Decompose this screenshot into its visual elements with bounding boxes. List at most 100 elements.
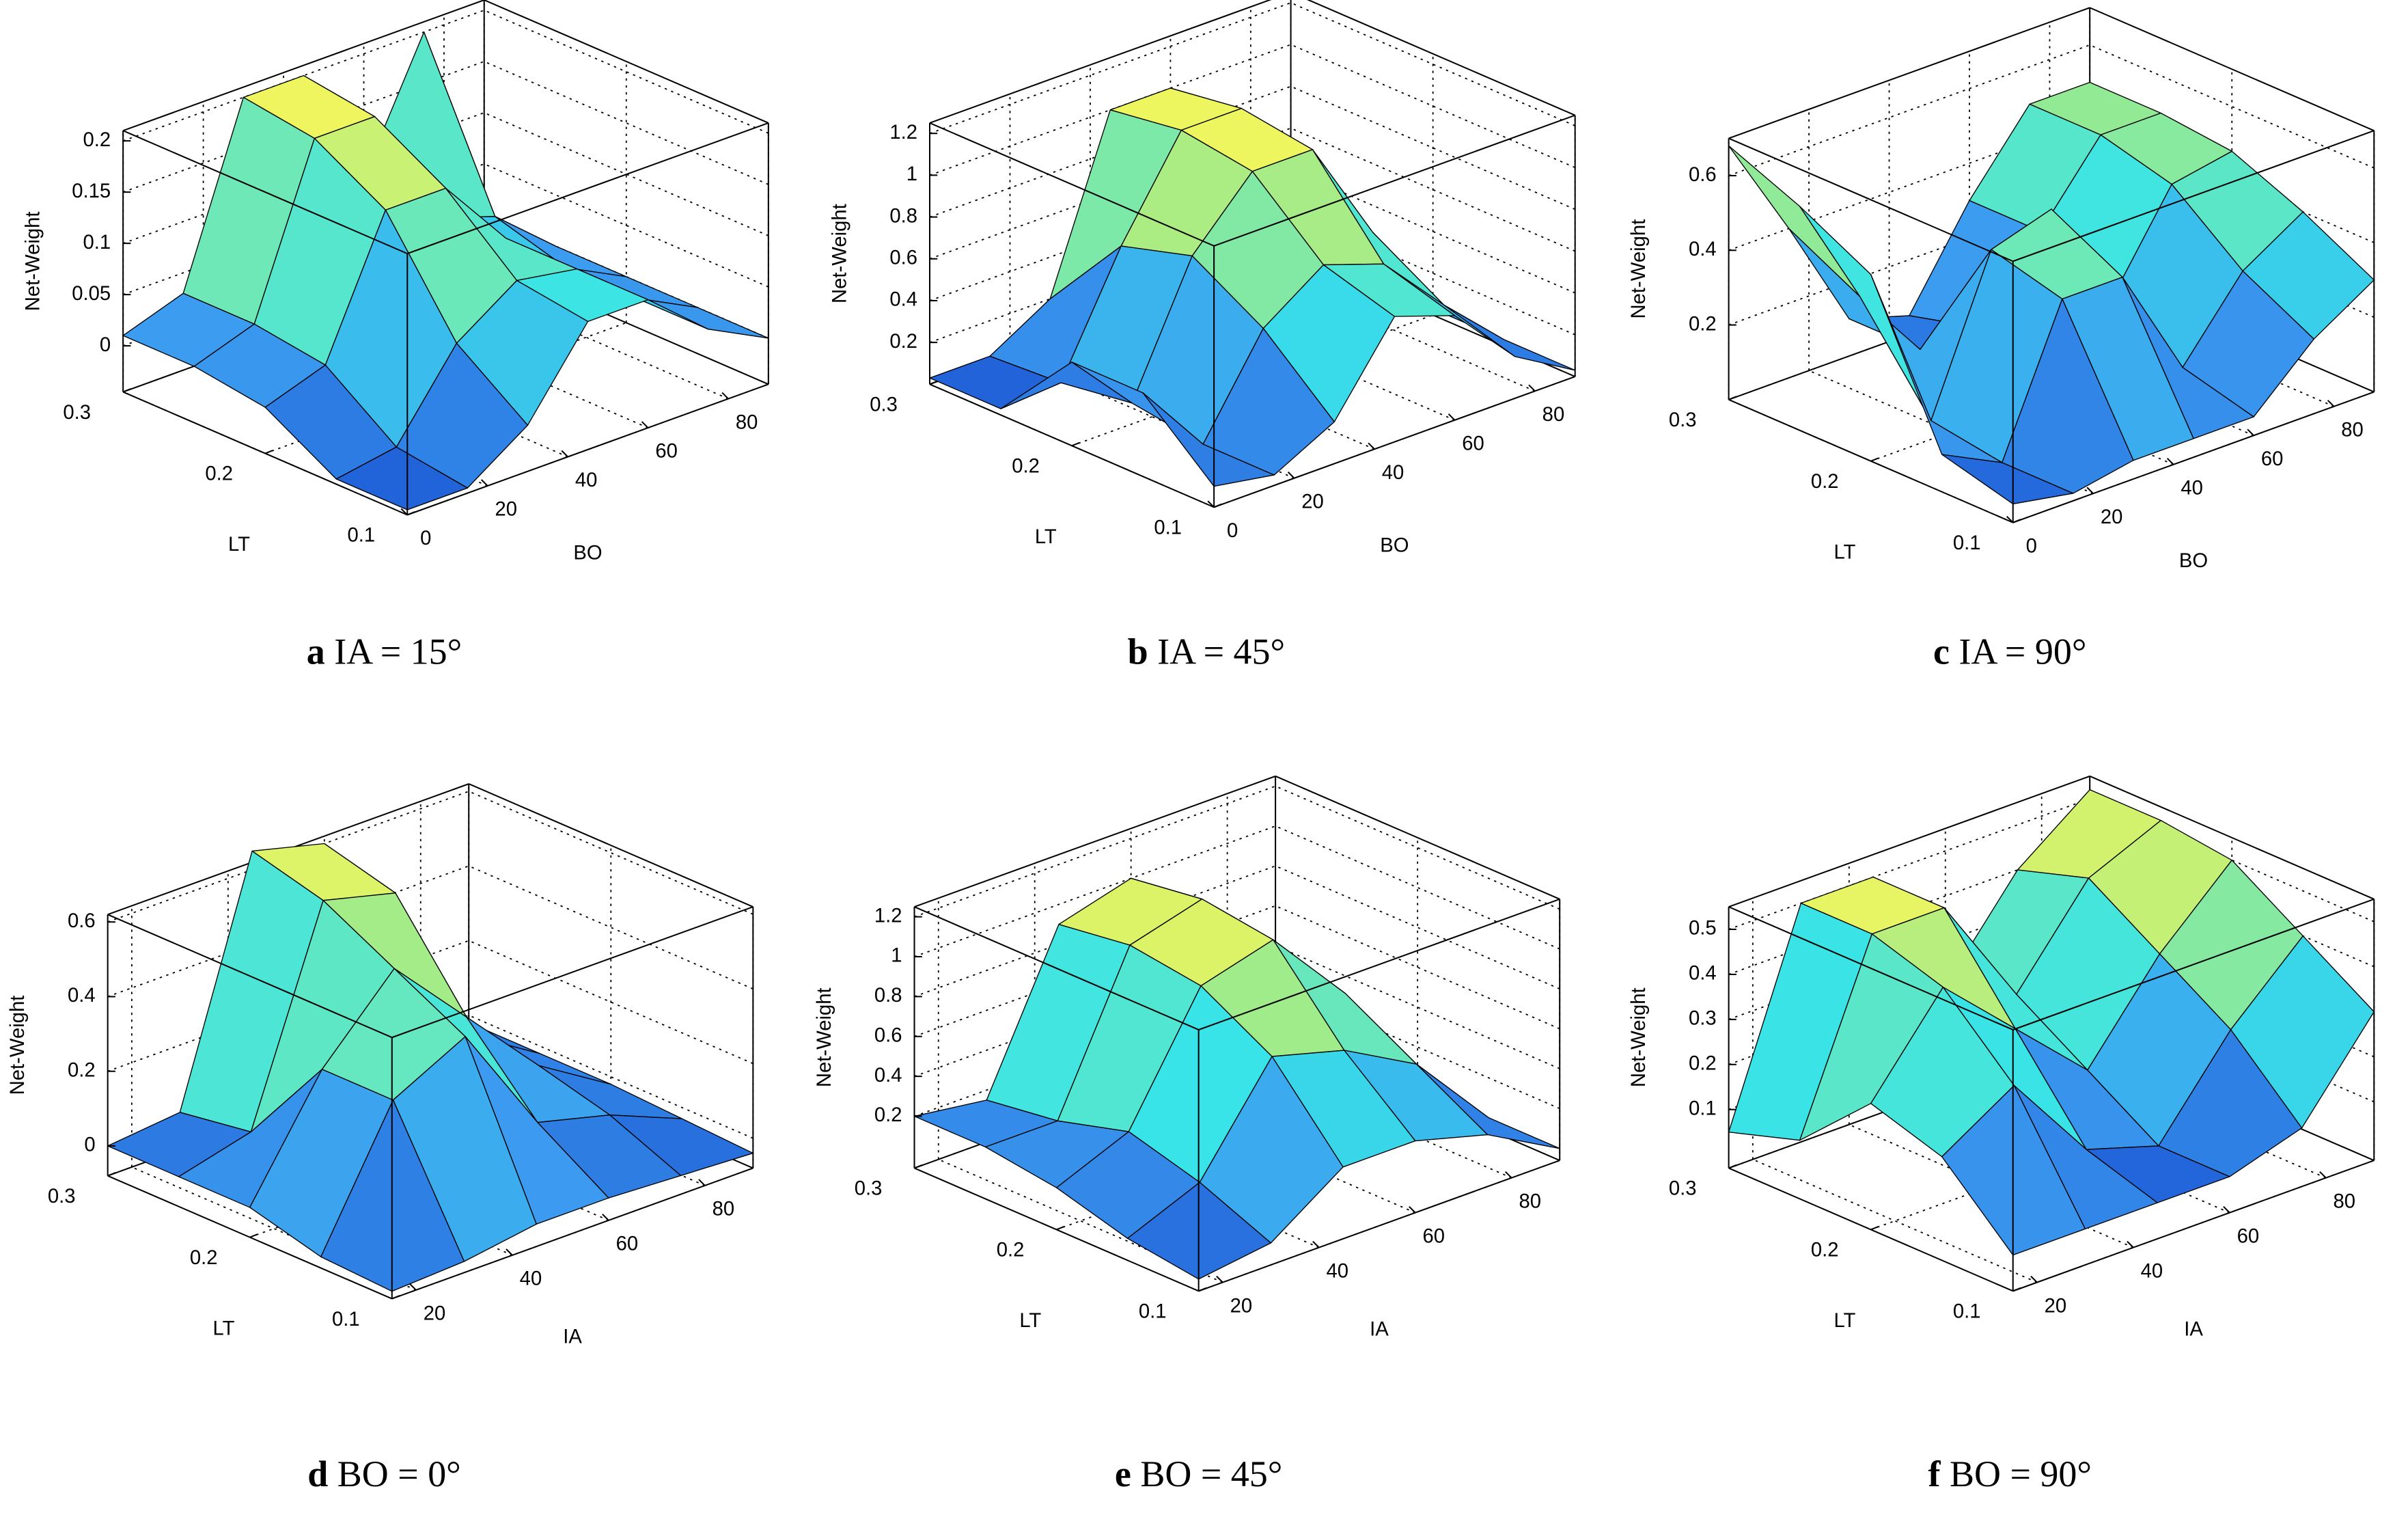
panel: 0 0.2 0.4 0.6 20 40 60 80 0.1 0.2 0.3 IA LT Net-Weigh… <box>7 783 754 1348</box>
z-axis-label: Net-Weight <box>7 996 29 1095</box>
surface-patch <box>335 446 469 510</box>
z-axis-label: Net-Weight <box>814 987 835 1087</box>
caption: aIA = 15° <box>307 631 462 672</box>
box-edge <box>1307 0 1576 116</box>
box-edge <box>468 783 753 907</box>
grid-line <box>484 10 769 134</box>
tick-mark <box>1287 472 1295 479</box>
grid-line <box>484 112 769 236</box>
tick-mark <box>1728 396 1737 400</box>
grid-line <box>468 791 753 915</box>
x-tick-label: 40 <box>520 1268 542 1290</box>
x-axis-label: IA <box>2184 1318 2203 1340</box>
y-tick-label: 0.3 <box>1669 409 1697 431</box>
z-tick-label: 0.4 <box>1689 238 1717 260</box>
panel: 0.2 0.4 0.6 0 20 40 60 80 0.1 0.2 0.3 BO LT Net-Weigh… <box>1628 7 2375 572</box>
x-tick-label: 80 <box>736 411 758 433</box>
caption: cIA = 90° <box>1933 631 2086 672</box>
grid-line <box>1849 1123 2134 1248</box>
y-tick-label: 0.3 <box>1669 1178 1697 1200</box>
x-tick-label: 80 <box>1519 1190 1541 1212</box>
tick-mark <box>1448 413 1456 421</box>
box-edge <box>406 122 769 255</box>
caption-text: BO = 0° <box>337 1453 461 1494</box>
tick-mark <box>1728 1164 1737 1169</box>
x-axis-label: BO <box>573 543 602 564</box>
tick-mark <box>122 388 131 393</box>
tick-mark <box>2030 1275 2038 1283</box>
z-tick-label: 0.8 <box>889 205 917 227</box>
x-tick-label: 20 <box>495 499 517 521</box>
tick-mark <box>1312 1240 1320 1248</box>
tick-mark <box>1870 1225 1879 1231</box>
x-tick-label: 20 <box>2101 506 2123 528</box>
caption-text: BO = 45° <box>1140 1453 1282 1494</box>
y-tick-label: 0.2 <box>997 1240 1025 1261</box>
grid-line <box>468 940 753 1065</box>
box-edge <box>1213 376 1576 508</box>
tick-mark <box>2086 487 2094 494</box>
grid-line <box>468 1014 753 1139</box>
y-tick-label: 0.1 <box>1154 517 1182 538</box>
z-tick-label: 1 <box>907 163 917 185</box>
z-tick-label: 0.4 <box>889 289 917 311</box>
caption: eBO = 45° <box>1115 1453 1282 1494</box>
z-tick-label: 0.5 <box>1689 918 1717 940</box>
x-tick-label: 40 <box>1382 462 1404 484</box>
grid-line <box>929 2 1291 135</box>
y-tick-label: 0.3 <box>855 1178 883 1200</box>
y-tick-label: 0.2 <box>1811 471 1839 493</box>
tick-mark <box>2012 519 2021 523</box>
z-tick-label: 0.2 <box>1689 1053 1717 1075</box>
box-edge <box>2012 898 2375 1030</box>
box-edge <box>914 906 1200 1030</box>
z-tick-label: 0.6 <box>68 910 96 932</box>
tick-mark <box>1071 441 1080 447</box>
grid-line <box>468 865 753 990</box>
grid-line <box>1275 865 1560 989</box>
grid-line <box>131 1166 417 1291</box>
box-edge <box>1198 1160 1560 1292</box>
tick-mark <box>506 1248 513 1256</box>
z-tick-label: 0.2 <box>889 331 917 353</box>
grid-line <box>1275 785 1560 910</box>
tick-mark <box>2012 1287 2021 1292</box>
tick-mark <box>2223 1205 2230 1214</box>
x-tick-label: 60 <box>2261 448 2284 470</box>
tick-mark <box>2166 458 2174 465</box>
tick-mark <box>721 392 729 400</box>
z-tick-label: 0.8 <box>874 985 902 1007</box>
x-tick-label: 80 <box>712 1199 735 1220</box>
box-edge <box>2012 130 2375 262</box>
tick-mark <box>914 1164 923 1169</box>
tick-mark <box>2006 516 2014 523</box>
y-tick-label: 0.3 <box>63 402 91 424</box>
surface-patch <box>1142 392 1275 487</box>
x-tick-label: 80 <box>2341 420 2364 441</box>
z-tick-label: 1.2 <box>874 905 902 927</box>
y-tick-label: 0.1 <box>1953 532 1981 554</box>
tick-mark <box>698 1179 706 1186</box>
grid-line <box>1275 905 1560 1030</box>
surface-patch <box>1941 454 2074 505</box>
y-tick-label: 0.2 <box>190 1247 218 1269</box>
z-tick-label: 0.15 <box>72 180 111 202</box>
tick-mark <box>481 479 488 487</box>
x-tick-label: 80 <box>2334 1190 2356 1212</box>
caption-text: IA = 90° <box>1959 631 2086 672</box>
box-edge <box>914 775 1276 908</box>
z-axis-label: Net-Weight <box>1628 219 1650 319</box>
caption-panel: a <box>307 631 325 672</box>
box-edge <box>391 1167 753 1300</box>
caption-panel: c <box>1933 631 1950 672</box>
tick-mark <box>1870 457 1879 462</box>
grid-line <box>1290 127 1576 252</box>
box-edge <box>2012 391 2375 523</box>
grid-line <box>1290 2 1576 126</box>
caption: fBO = 90° <box>1928 1453 2092 1494</box>
box-edge <box>406 383 769 516</box>
y-tick-label: 0.2 <box>205 463 233 485</box>
y-axis-label: LT <box>1833 1310 1855 1332</box>
tick-mark <box>929 380 938 385</box>
